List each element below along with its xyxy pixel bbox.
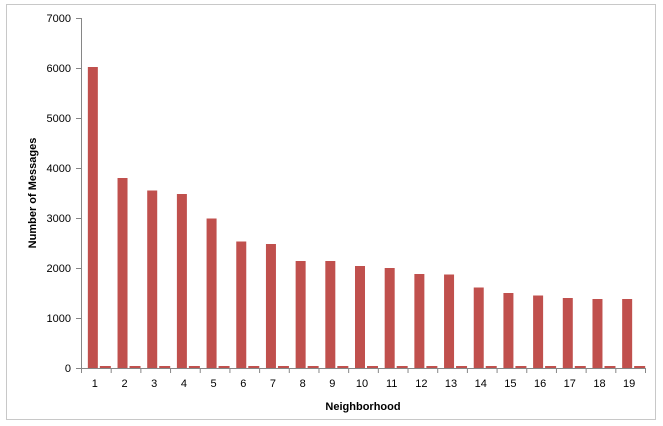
bar-series-1-16: [533, 295, 544, 368]
bar-series-1-17: [562, 298, 573, 368]
x-tick-label: 5: [211, 378, 217, 390]
bar-series-1-15: [503, 293, 514, 368]
y-tick-label: 1000: [47, 313, 71, 325]
x-tick-label: 4: [181, 378, 187, 390]
bar-series-2-11: [396, 366, 408, 368]
bar-series-2-4: [188, 366, 200, 368]
x-tick-label: 8: [300, 378, 306, 390]
bar-series-1-12: [414, 274, 425, 368]
x-tick-label: 13: [445, 378, 457, 390]
y-tick-label: 6000: [47, 63, 71, 75]
x-tick-label: 12: [415, 378, 427, 390]
bar-series-2-3: [159, 366, 171, 368]
bars: [87, 67, 646, 368]
bar-series-2-1: [99, 366, 111, 368]
bar-series-2-9: [337, 366, 349, 368]
x-tick-label: 14: [475, 378, 487, 390]
bar-series-2-18: [604, 366, 616, 368]
bar-series-1-18: [592, 299, 603, 368]
x-tick-label: 16: [534, 378, 546, 390]
y-axis-title: Number of Messages: [27, 138, 39, 249]
bar-series-2-7: [277, 366, 289, 368]
bar-series-2-10: [367, 366, 378, 368]
y-tick-label: 2000: [47, 263, 71, 275]
bar-series-2-19: [634, 366, 646, 368]
y-tick-label: 5000: [47, 113, 71, 125]
bar-series-1-10: [355, 266, 365, 368]
bar-series-1-6: [236, 241, 247, 368]
bar-series-2-6: [248, 366, 260, 368]
x-tick-label: 6: [240, 378, 246, 390]
x-tick-label: 17: [564, 378, 576, 390]
y-tick-label: 7000: [47, 13, 71, 25]
bar-series-1-1: [87, 67, 98, 368]
y-tick-label: 4000: [47, 163, 71, 175]
x-axis-title: Neighborhood: [325, 401, 400, 413]
bar-series-2-12: [426, 366, 438, 368]
x-tick-label: 3: [151, 378, 157, 390]
bar-series-1-11: [384, 268, 395, 368]
bar-series-2-16: [545, 366, 557, 368]
bar-series-2-15: [515, 366, 527, 368]
x-tick-label: 15: [504, 378, 516, 390]
bar-series-2-2: [129, 366, 141, 368]
bar-series-2-8: [307, 366, 319, 368]
y-tick-label: 0: [65, 363, 71, 375]
bar-series-1-9: [325, 261, 336, 368]
bar-series-1-5: [206, 218, 217, 368]
x-tick-label: 10: [356, 378, 368, 390]
bar-series-1-2: [117, 178, 128, 368]
bar-series-1-7: [265, 244, 276, 368]
bar-series-2-14: [485, 366, 497, 368]
x-tick-label: 19: [623, 378, 635, 390]
x-axis-ticks: 1 2 3 4 5 6 7 8 9 10 11 12 13 14 15 16 17 18 19: [81, 368, 646, 390]
bar-series-2-17: [574, 366, 586, 368]
x-tick-label: 7: [270, 378, 276, 390]
bar-series-1-8: [295, 261, 306, 368]
bar-series-1-19: [622, 299, 633, 368]
x-tick-label: 1: [92, 378, 98, 390]
y-axis-ticks: 0 1000 2000 3000 4000 5000 6000 7000: [47, 13, 81, 375]
x-tick-label: 18: [593, 378, 605, 390]
bar-series-2-5: [218, 366, 230, 368]
bar-series-1-3: [147, 190, 158, 368]
x-tick-label: 2: [121, 378, 127, 390]
bar-series-1-14: [473, 287, 484, 368]
bar-series-2-13: [456, 366, 468, 368]
x-tick-label: 11: [386, 378, 397, 390]
y-tick-label: 3000: [47, 213, 71, 225]
bar-series-1-13: [444, 274, 455, 368]
bar-series-1-4: [176, 194, 187, 368]
x-tick-label: 9: [329, 378, 335, 390]
